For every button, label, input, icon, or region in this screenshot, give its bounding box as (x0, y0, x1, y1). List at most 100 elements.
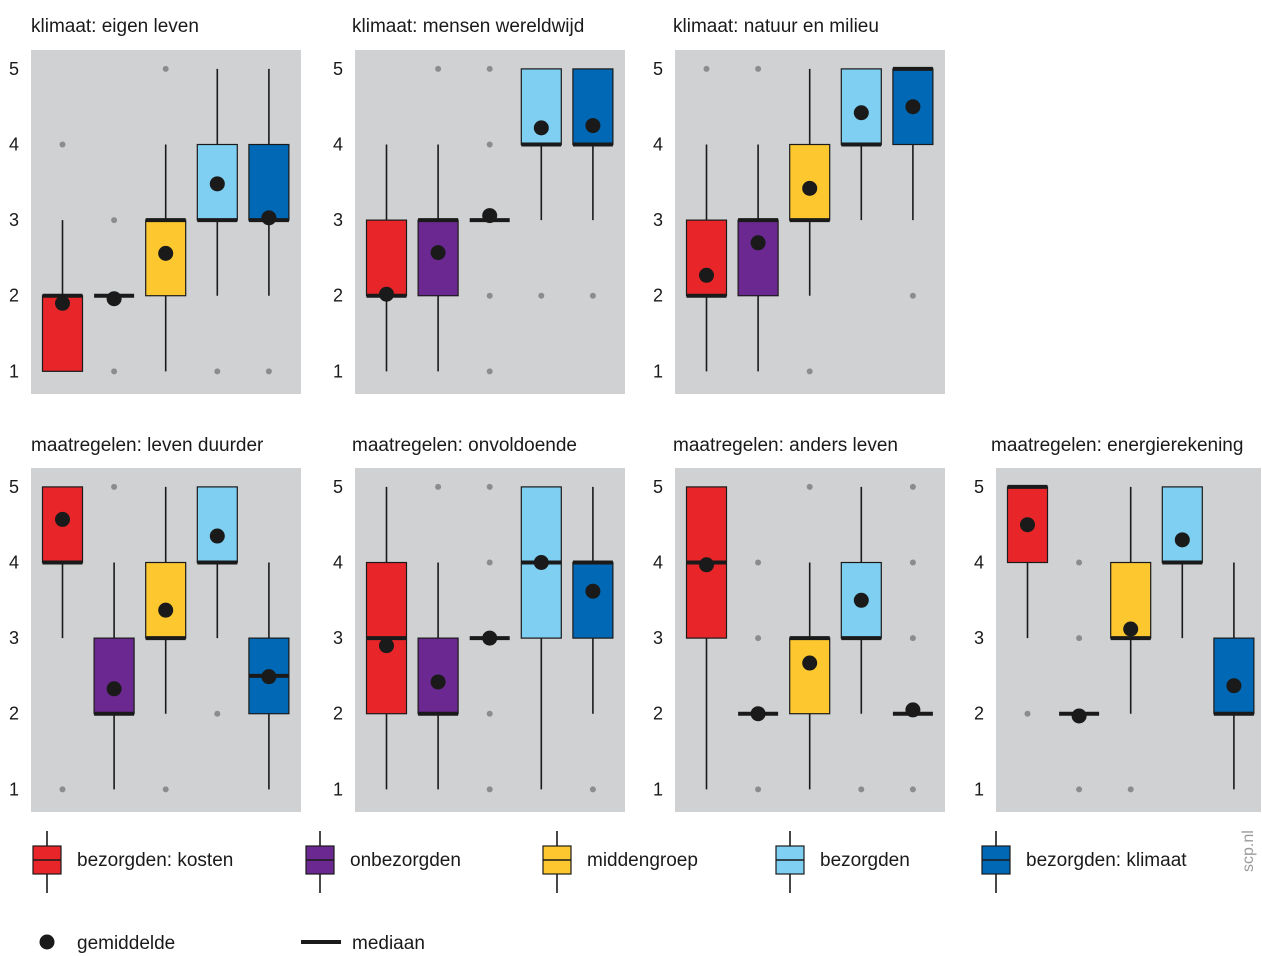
mean-dot (261, 210, 277, 226)
outlier-point (486, 710, 493, 717)
box-bezorgden-kosten (1006, 484, 1049, 717)
outlier-point (265, 368, 272, 375)
outlier-point (806, 368, 813, 375)
y-tick-label: 1 (333, 361, 343, 381)
y-tick-label: 4 (653, 135, 663, 155)
box-middengroep (789, 483, 831, 790)
outlier-point (1076, 559, 1083, 566)
outlier-point (486, 292, 493, 299)
box-bezorgden-klimaat (892, 66, 934, 299)
box-onbezorgden (417, 65, 459, 372)
outlier-point (486, 141, 493, 148)
panel-4: maatregelen: leven duurder 1 2 3 4 5 (9, 435, 301, 812)
box-onbezorgden (738, 559, 779, 793)
outlier-point (486, 786, 493, 793)
outlier-point (59, 141, 66, 148)
y-tick-label: 5 (333, 59, 343, 79)
y-tick-label: 3 (333, 210, 343, 230)
iqr-box (145, 561, 187, 639)
mean-dot (106, 681, 122, 697)
outlier-point (486, 368, 493, 375)
y-tick-label: 1 (974, 779, 984, 799)
outlier-point (909, 292, 916, 299)
mean-dot (209, 176, 225, 192)
legend-median-label: mediaan (352, 933, 425, 954)
mean-dot (1174, 532, 1190, 548)
mean-dot (430, 245, 446, 261)
panel-3: klimaat: natuur en milieu 1 2 3 4 5 (653, 16, 945, 394)
iqr-box (572, 561, 614, 639)
box-onbezorgden (1059, 559, 1100, 793)
legend-mean-dot (39, 934, 55, 950)
iqr-box (93, 637, 135, 715)
legend-item: bezorgden: klimaat (981, 831, 1187, 893)
panel-6: maatregelen: anders leven 1 2 3 4 5 (653, 435, 945, 812)
y-tick-label: 1 (653, 361, 663, 381)
box-bezorgden-kosten (685, 486, 728, 790)
y-tick-label: 4 (653, 553, 663, 573)
legend: bezorgden: kosten onbezorgden middengroep b… (32, 831, 1187, 954)
iqr-box (685, 219, 728, 297)
mean-dot (802, 180, 818, 196)
mean-dot (379, 286, 394, 302)
y-tick-label: 2 (653, 704, 663, 724)
mean-dot (430, 674, 446, 690)
mean-dot (750, 235, 766, 251)
box-middengroep (145, 486, 187, 793)
box-bezorgden-klimaat (572, 486, 614, 793)
outlier-point (486, 65, 493, 72)
box-middengroep (789, 68, 831, 375)
outlier-point (1076, 786, 1083, 793)
legend-label: bezorgden: klimaat (1026, 850, 1187, 871)
iqr-box (1213, 637, 1255, 715)
y-tick-label: 3 (9, 210, 19, 230)
panel-title: maatregelen: energierekening (991, 435, 1243, 456)
panel-title: klimaat: eigen leven (31, 16, 199, 37)
box-bezorgden-klimaat (248, 562, 290, 790)
y-tick-label: 5 (974, 477, 984, 497)
box-bezorgden (520, 68, 562, 299)
box-onbezorgden (737, 65, 779, 372)
mean-dot (699, 557, 714, 573)
y-tick-label: 1 (9, 361, 19, 381)
legend-item: onbezorgden (305, 831, 461, 893)
outlier-point (1127, 786, 1134, 793)
box-bezorgden-kosten (41, 486, 84, 793)
legend-median: mediaan (301, 933, 425, 954)
panel-1: klimaat: eigen leven 1 2 3 4 5 (9, 16, 301, 394)
mean-dot (1020, 517, 1035, 533)
mean-dot (802, 655, 818, 671)
outlier-point (435, 65, 442, 72)
y-tick-label: 4 (333, 135, 343, 155)
box-bezorgden (1161, 486, 1203, 639)
box-bezorgden-klimaat (572, 68, 614, 299)
y-tick-label: 5 (653, 477, 663, 497)
outlier-point (214, 710, 221, 717)
y-tick-label: 2 (9, 704, 19, 724)
y-tick-label: 4 (333, 553, 343, 573)
mean-dot (106, 291, 122, 307)
legend-label: bezorgden (820, 850, 910, 871)
y-tick-label: 5 (653, 59, 663, 79)
y-tick-label: 2 (653, 286, 663, 306)
legend-label: middengroep (587, 850, 698, 871)
mean-dot (482, 208, 498, 224)
mean-dot (55, 295, 70, 311)
box-bezorgden (840, 68, 882, 221)
outlier-point (755, 65, 762, 72)
iqr-box (196, 486, 238, 564)
outlier-point (909, 559, 916, 566)
y-tick-label: 5 (333, 477, 343, 497)
box-middengroep (469, 483, 510, 793)
box-middengroep (469, 65, 510, 375)
box-bezorgden-klimaat (892, 483, 933, 793)
box-bezorgden-klimaat (248, 68, 290, 375)
y-tick-label: 3 (653, 210, 663, 230)
mean-dot (853, 105, 869, 121)
mean-dot (158, 245, 174, 261)
panel-title: klimaat: mensen wereldwijd (352, 16, 584, 37)
legend-item: bezorgden (775, 831, 910, 893)
box-bezorgden-kosten (365, 486, 408, 790)
y-tick-label: 1 (333, 779, 343, 799)
